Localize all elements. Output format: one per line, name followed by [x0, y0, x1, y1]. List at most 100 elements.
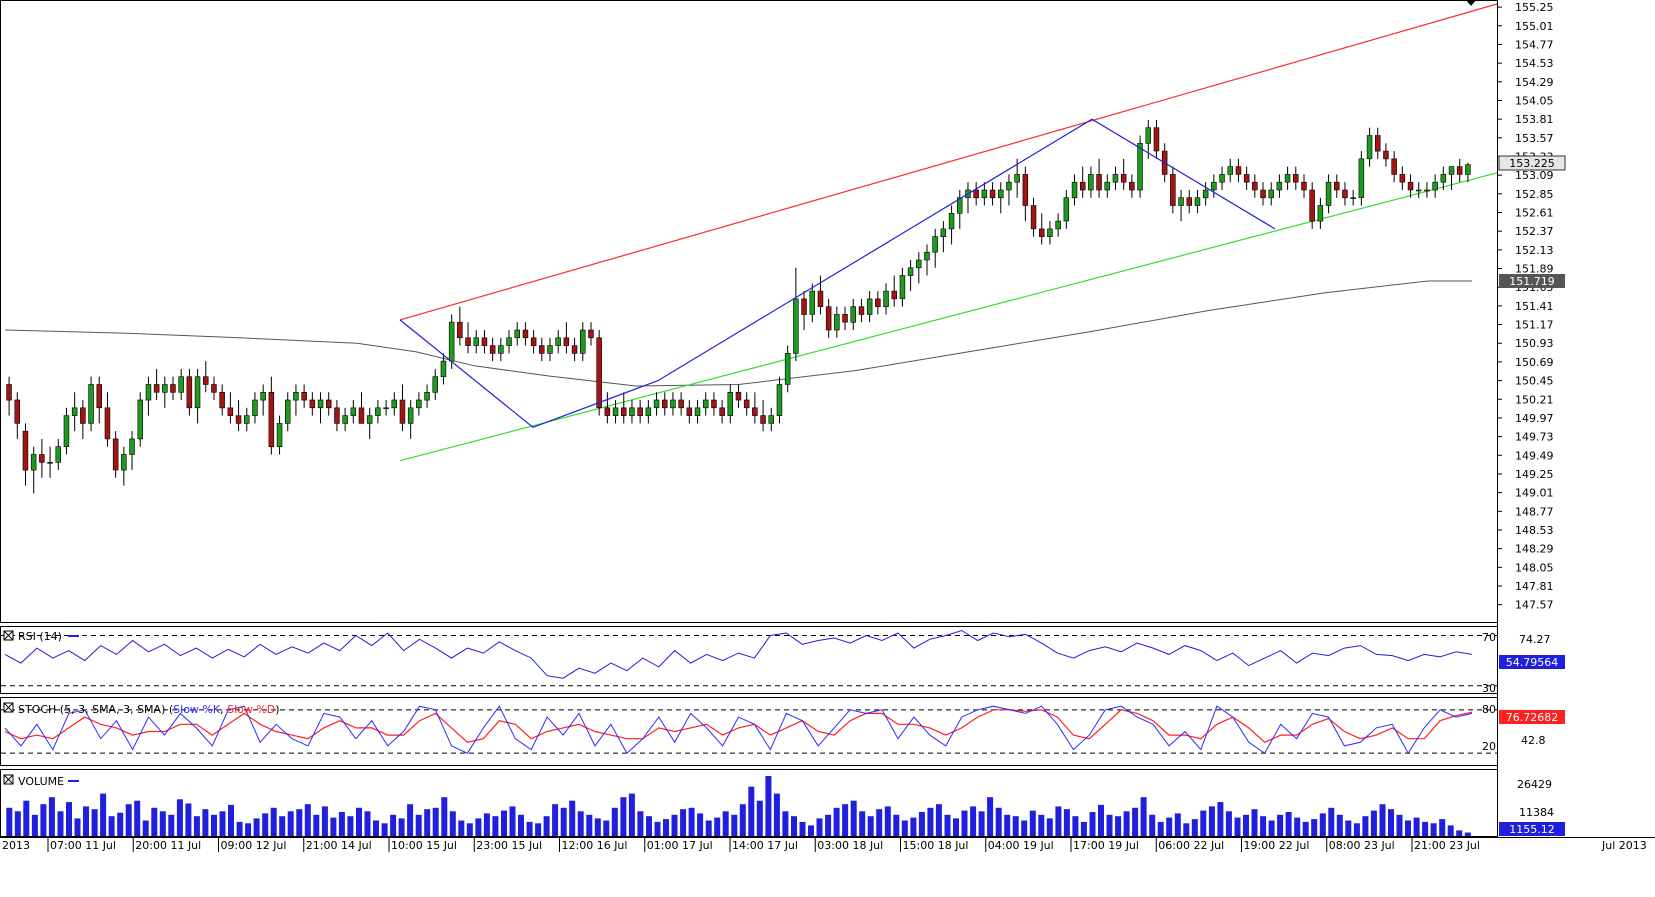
price-axis-label: 150.45: [1515, 375, 1554, 388]
time-axis-label: 04:00 19 Jul: [988, 839, 1054, 852]
candle-body: [1104, 181, 1111, 191]
candle-body: [366, 415, 373, 424]
volume-bar: [1430, 823, 1437, 836]
volume-bar: [825, 814, 832, 836]
candle-body: [1383, 150, 1389, 160]
volume-bar: [1362, 816, 1369, 836]
volume-bar: [560, 807, 567, 836]
candle-body: [538, 345, 545, 354]
volume-bar: [901, 820, 908, 836]
volume-bar: [1328, 807, 1335, 836]
candle-body: [620, 407, 627, 416]
scroll-marker-icon[interactable]: [1466, 0, 1476, 6]
volume-bar: [978, 811, 985, 836]
volume-bar: [1345, 820, 1352, 836]
price-axis-label: 149.25: [1515, 468, 1554, 481]
candle-body: [383, 407, 389, 410]
volume-legend[interactable]: VOLUME: [3, 774, 79, 788]
volume-bar: [1311, 819, 1318, 836]
volume-bar: [1004, 814, 1011, 836]
rsi-series: [1, 629, 1497, 687]
candle-body: [842, 314, 848, 323]
time-axis-left-edge: 2013: [2, 839, 30, 852]
price-panel[interactable]: [0, 0, 1498, 623]
price-axis-label: 151.89: [1515, 263, 1554, 276]
price-axis-label: 150.69: [1515, 356, 1554, 369]
candle-body: [227, 407, 234, 416]
time-axis-right-edge: Jul 2013: [1601, 839, 1647, 852]
volume-bar: [961, 810, 968, 836]
candle-body: [252, 399, 258, 416]
stoch-legend[interactable]: STOCH (5, 3, SMA, 3, SMA) (Slow %K, Slow…: [3, 702, 280, 716]
volume-bar: [390, 814, 397, 836]
candle-body: [399, 399, 406, 424]
candle-body: [522, 329, 529, 339]
zigzag-lines[interactable]: [399, 118, 1276, 428]
volume-bar: [31, 814, 38, 836]
candle-body: [899, 275, 906, 300]
candle-body: [866, 298, 873, 315]
candle-body: [809, 290, 815, 315]
candle-body: [39, 454, 45, 463]
price-axis-label: 152.13: [1515, 244, 1554, 257]
volume-bar: [1277, 814, 1284, 836]
volume-bar: [6, 807, 13, 836]
candle-body: [1432, 181, 1438, 191]
volume-axis-high-label: 26429: [1517, 778, 1552, 791]
volume-bar: [57, 811, 64, 836]
rsi-label: RSI (14): [18, 630, 62, 643]
volume-bar: [1422, 821, 1429, 836]
candle-body: [981, 189, 988, 199]
volume-bar: [74, 818, 81, 836]
candle-body: [555, 337, 561, 346]
volume-bar: [142, 820, 149, 836]
ma-value-tag: 151.719: [1499, 274, 1565, 288]
candle-body: [1112, 174, 1119, 183]
candle-body: [924, 251, 930, 261]
volume-bar: [202, 809, 209, 836]
candle-body: [596, 337, 602, 409]
rsi-legend[interactable]: RSI (14): [3, 630, 79, 643]
volume-bar: [987, 797, 994, 836]
volume-bar: [995, 807, 1002, 836]
volume-bar: [168, 814, 175, 836]
candle-body: [948, 213, 955, 230]
volume-bar: [791, 816, 797, 836]
candle-body: [489, 345, 496, 354]
volume-bar: [1157, 821, 1164, 836]
volume-bar: [1268, 820, 1275, 836]
rsi-panel[interactable]: [0, 626, 1498, 694]
volume-bar: [970, 806, 977, 836]
candle-body: [162, 384, 168, 393]
price-axis-label: 147.57: [1515, 599, 1554, 612]
candle-body: [1366, 135, 1373, 160]
stoch-k-line: [4, 705, 1473, 755]
rsi-level-high-label: 70: [1482, 631, 1496, 644]
candle-body: [186, 376, 193, 409]
candle-body: [956, 197, 963, 214]
price-axis-label: 148.05: [1515, 561, 1554, 574]
candle-body: [80, 407, 86, 424]
volume-axis-mid-label: 11384: [1519, 806, 1554, 819]
volume-bar: [1183, 823, 1190, 836]
volume-bar: [620, 797, 627, 836]
volume-bar: [1217, 802, 1224, 836]
volume-bar: [509, 806, 516, 836]
candle-body: [219, 391, 225, 409]
candle-body: [875, 298, 881, 307]
volume-bar: [415, 814, 422, 836]
volume-bar: [501, 810, 507, 836]
volume-bar: [1370, 810, 1377, 836]
candle-body: [702, 399, 709, 409]
volume-bar: [1132, 807, 1139, 836]
volume-bar: [1200, 810, 1207, 836]
volume-bar: [935, 804, 942, 836]
time-axis-label: 07:00 11 Jul: [50, 839, 116, 852]
candle-body: [1391, 158, 1397, 175]
volume-bar: [1251, 809, 1258, 836]
candle-body: [137, 399, 144, 440]
stoch-panel[interactable]: [0, 697, 1498, 766]
candle-body: [358, 407, 365, 424]
volume-bar: [381, 823, 388, 836]
volume-bar: [893, 814, 900, 836]
